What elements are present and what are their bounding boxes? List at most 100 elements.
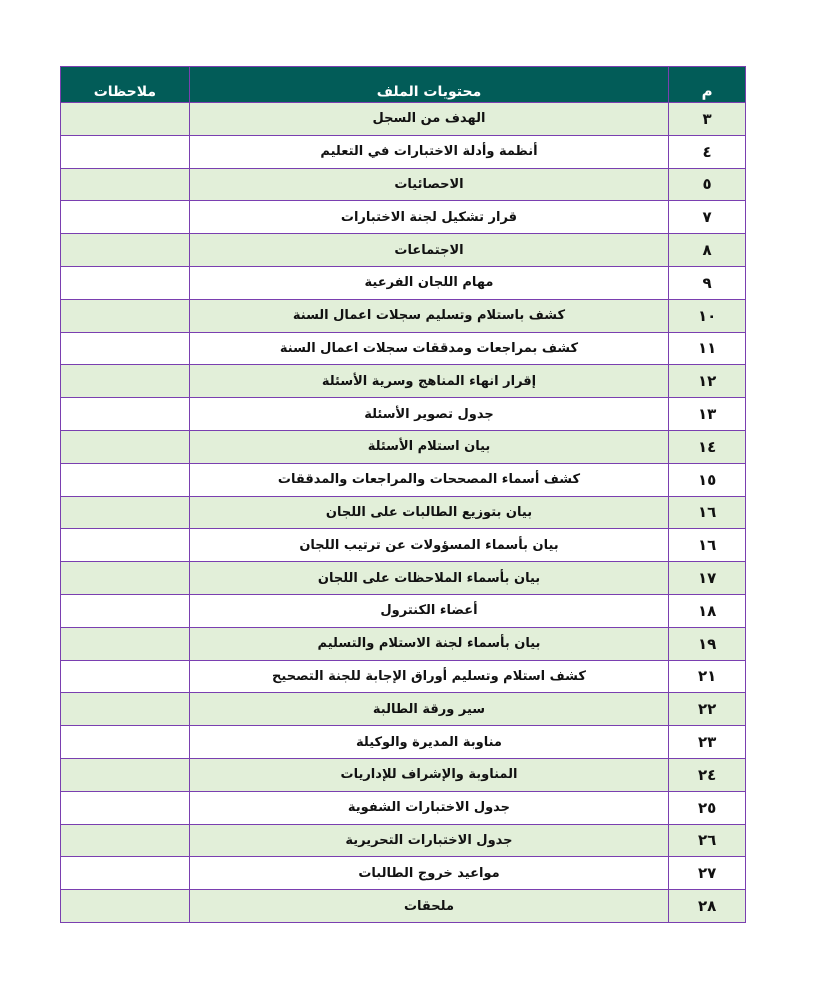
row-contents: بيان بأسماء لجنة الاستلام والتسليم [188,626,670,661]
row-notes [60,462,190,497]
row-notes [60,823,190,858]
row-number: ٢١ [668,659,746,694]
row-contents: مواعيد خروج الطالبات [188,856,670,891]
header-notes: ملاحظات [60,66,190,103]
row-notes [60,790,190,825]
row-number: ٧ [668,200,746,235]
row-notes [60,659,190,694]
row-contents: كشف باستلام وتسليم سجلات اعمال السنة [188,298,670,333]
table-row: ١٦ بيان بتوزيع الطالبات على اللجان [60,495,746,530]
row-contents: بيان بأسماء المسؤولات عن ترتيب اللجان [188,528,670,563]
row-contents: إقرار انهاء المناهج وسرية الأسئلة [188,364,670,399]
table-row: ٢٨ ملحقات [60,889,746,923]
row-notes [60,102,190,136]
row-contents: جدول الاختبارات التحريرية [188,823,670,858]
table-row: ٢٥ جدول الاختبارات الشفوية [60,790,746,825]
row-notes [60,495,190,530]
row-number: ٢٨ [668,889,746,923]
table-row: ١١ كشف بمراجعات ومدققات سجلات اعمال السنة [60,331,746,366]
row-number: ٩ [668,265,746,300]
row-number: ١٠ [668,298,746,333]
row-number: ١٦ [668,495,746,530]
row-contents: مناوبة المديرة والوكيلة [188,725,670,759]
table-row: ٤ أنظمة وأدلة الاختبارات في التعليم [60,134,746,169]
row-notes [60,561,190,595]
row-contents: المناوبة والإشراف للإداريات [188,757,670,792]
row-notes [60,364,190,399]
table-row: ١٠ كشف باستلام وتسليم سجلات اعمال السنة [60,298,746,333]
table-row: ٢٤ المناوبة والإشراف للإداريات [60,757,746,792]
table-row: ١٦ بيان بأسماء المسؤولات عن ترتيب اللجان [60,528,746,563]
row-notes [60,265,190,300]
row-notes [60,200,190,235]
row-number: ٤ [668,134,746,169]
row-notes [60,134,190,169]
table-row: ١٤ بيان استلام الأسئلة [60,429,746,464]
row-number: ١٢ [668,364,746,399]
table-row: ١٥ كشف أسماء المصححات والمراجعات والمدققا… [60,462,746,497]
table-row: ٢٣ مناوبة المديرة والوكيلة [60,725,746,759]
row-number: ٢٥ [668,790,746,825]
row-contents: الاجتماعات [188,233,670,267]
row-contents: أعضاء الكنترول [188,593,670,628]
row-notes [60,856,190,891]
row-contents: أنظمة وأدلة الاختبارات في التعليم [188,134,670,169]
table-row: ١٧ بيان بأسماء الملاحظات على اللجان [60,561,746,595]
row-number: ٢٢ [668,692,746,727]
row-notes [60,725,190,759]
table-row: ٩ مهام اللجان الفرعية [60,265,746,300]
row-number: ٨ [668,233,746,267]
row-contents: مهام اللجان الفرعية [188,265,670,300]
table-row: ٣ الهدف من السجل [60,102,746,136]
table-row: ٢٧ مواعيد خروج الطالبات [60,856,746,891]
row-contents: ملحقات [188,889,670,923]
row-number: ١٧ [668,561,746,595]
row-notes [60,298,190,333]
row-contents: جدول الاختبارات الشفوية [188,790,670,825]
row-contents: كشف استلام وتسليم أوراق الإجابة للجنة ال… [188,659,670,694]
table-row: ١٨ أعضاء الكنترول [60,593,746,628]
row-contents: كشف بمراجعات ومدققات سجلات اعمال السنة [188,331,670,366]
table-header-row: م محتويات الملف ملاحظات [60,66,746,103]
file-contents-table: م محتويات الملف ملاحظات ٣ الهدف من السجل ٤… [60,66,746,923]
row-contents: بيان بأسماء الملاحظات على اللجان [188,561,670,595]
row-notes [60,692,190,727]
row-contents: كشف أسماء المصححات والمراجعات والمدققات [188,462,670,497]
header-contents: محتويات الملف [188,66,670,103]
row-number: ٥ [668,167,746,202]
row-notes [60,331,190,366]
row-number: ٢٦ [668,823,746,858]
row-notes [60,528,190,563]
row-number: ١٨ [668,593,746,628]
table-row: ١٢ إقرار انهاء المناهج وسرية الأسئلة [60,364,746,399]
table-row: ٥ الاحصائيات [60,167,746,202]
row-notes [60,397,190,431]
row-contents: جدول تصوير الأسئلة [188,397,670,431]
row-contents: قرار تشكيل لجنة الاختبارات [188,200,670,235]
table-row: ٨ الاجتماعات [60,233,746,267]
header-number: م [668,66,746,103]
table-row: ٢٦ جدول الاختبارات التحريرية [60,823,746,858]
row-number: ١٤ [668,429,746,464]
row-number: ٢٣ [668,725,746,759]
row-notes [60,593,190,628]
row-contents: بيان استلام الأسئلة [188,429,670,464]
table-row: ١٣ جدول تصوير الأسئلة [60,397,746,431]
table-row: ١٩ بيان بأسماء لجنة الاستلام والتسليم [60,626,746,661]
row-contents: بيان بتوزيع الطالبات على اللجان [188,495,670,530]
row-number: ٢٤ [668,757,746,792]
row-contents: الهدف من السجل [188,102,670,136]
row-notes [60,429,190,464]
row-number: ٢٧ [668,856,746,891]
row-notes [60,889,190,923]
table-row: ٧ قرار تشكيل لجنة الاختبارات [60,200,746,235]
table-row: ٢١ كشف استلام وتسليم أوراق الإجابة للجنة … [60,659,746,694]
row-number: ١٦ [668,528,746,563]
row-contents: الاحصائيات [188,167,670,202]
row-number: ١٥ [668,462,746,497]
row-number: ١١ [668,331,746,366]
row-notes [60,233,190,267]
row-contents: سير ورقة الطالبة [188,692,670,727]
row-notes [60,167,190,202]
table-row: ٢٢ سير ورقة الطالبة [60,692,746,727]
